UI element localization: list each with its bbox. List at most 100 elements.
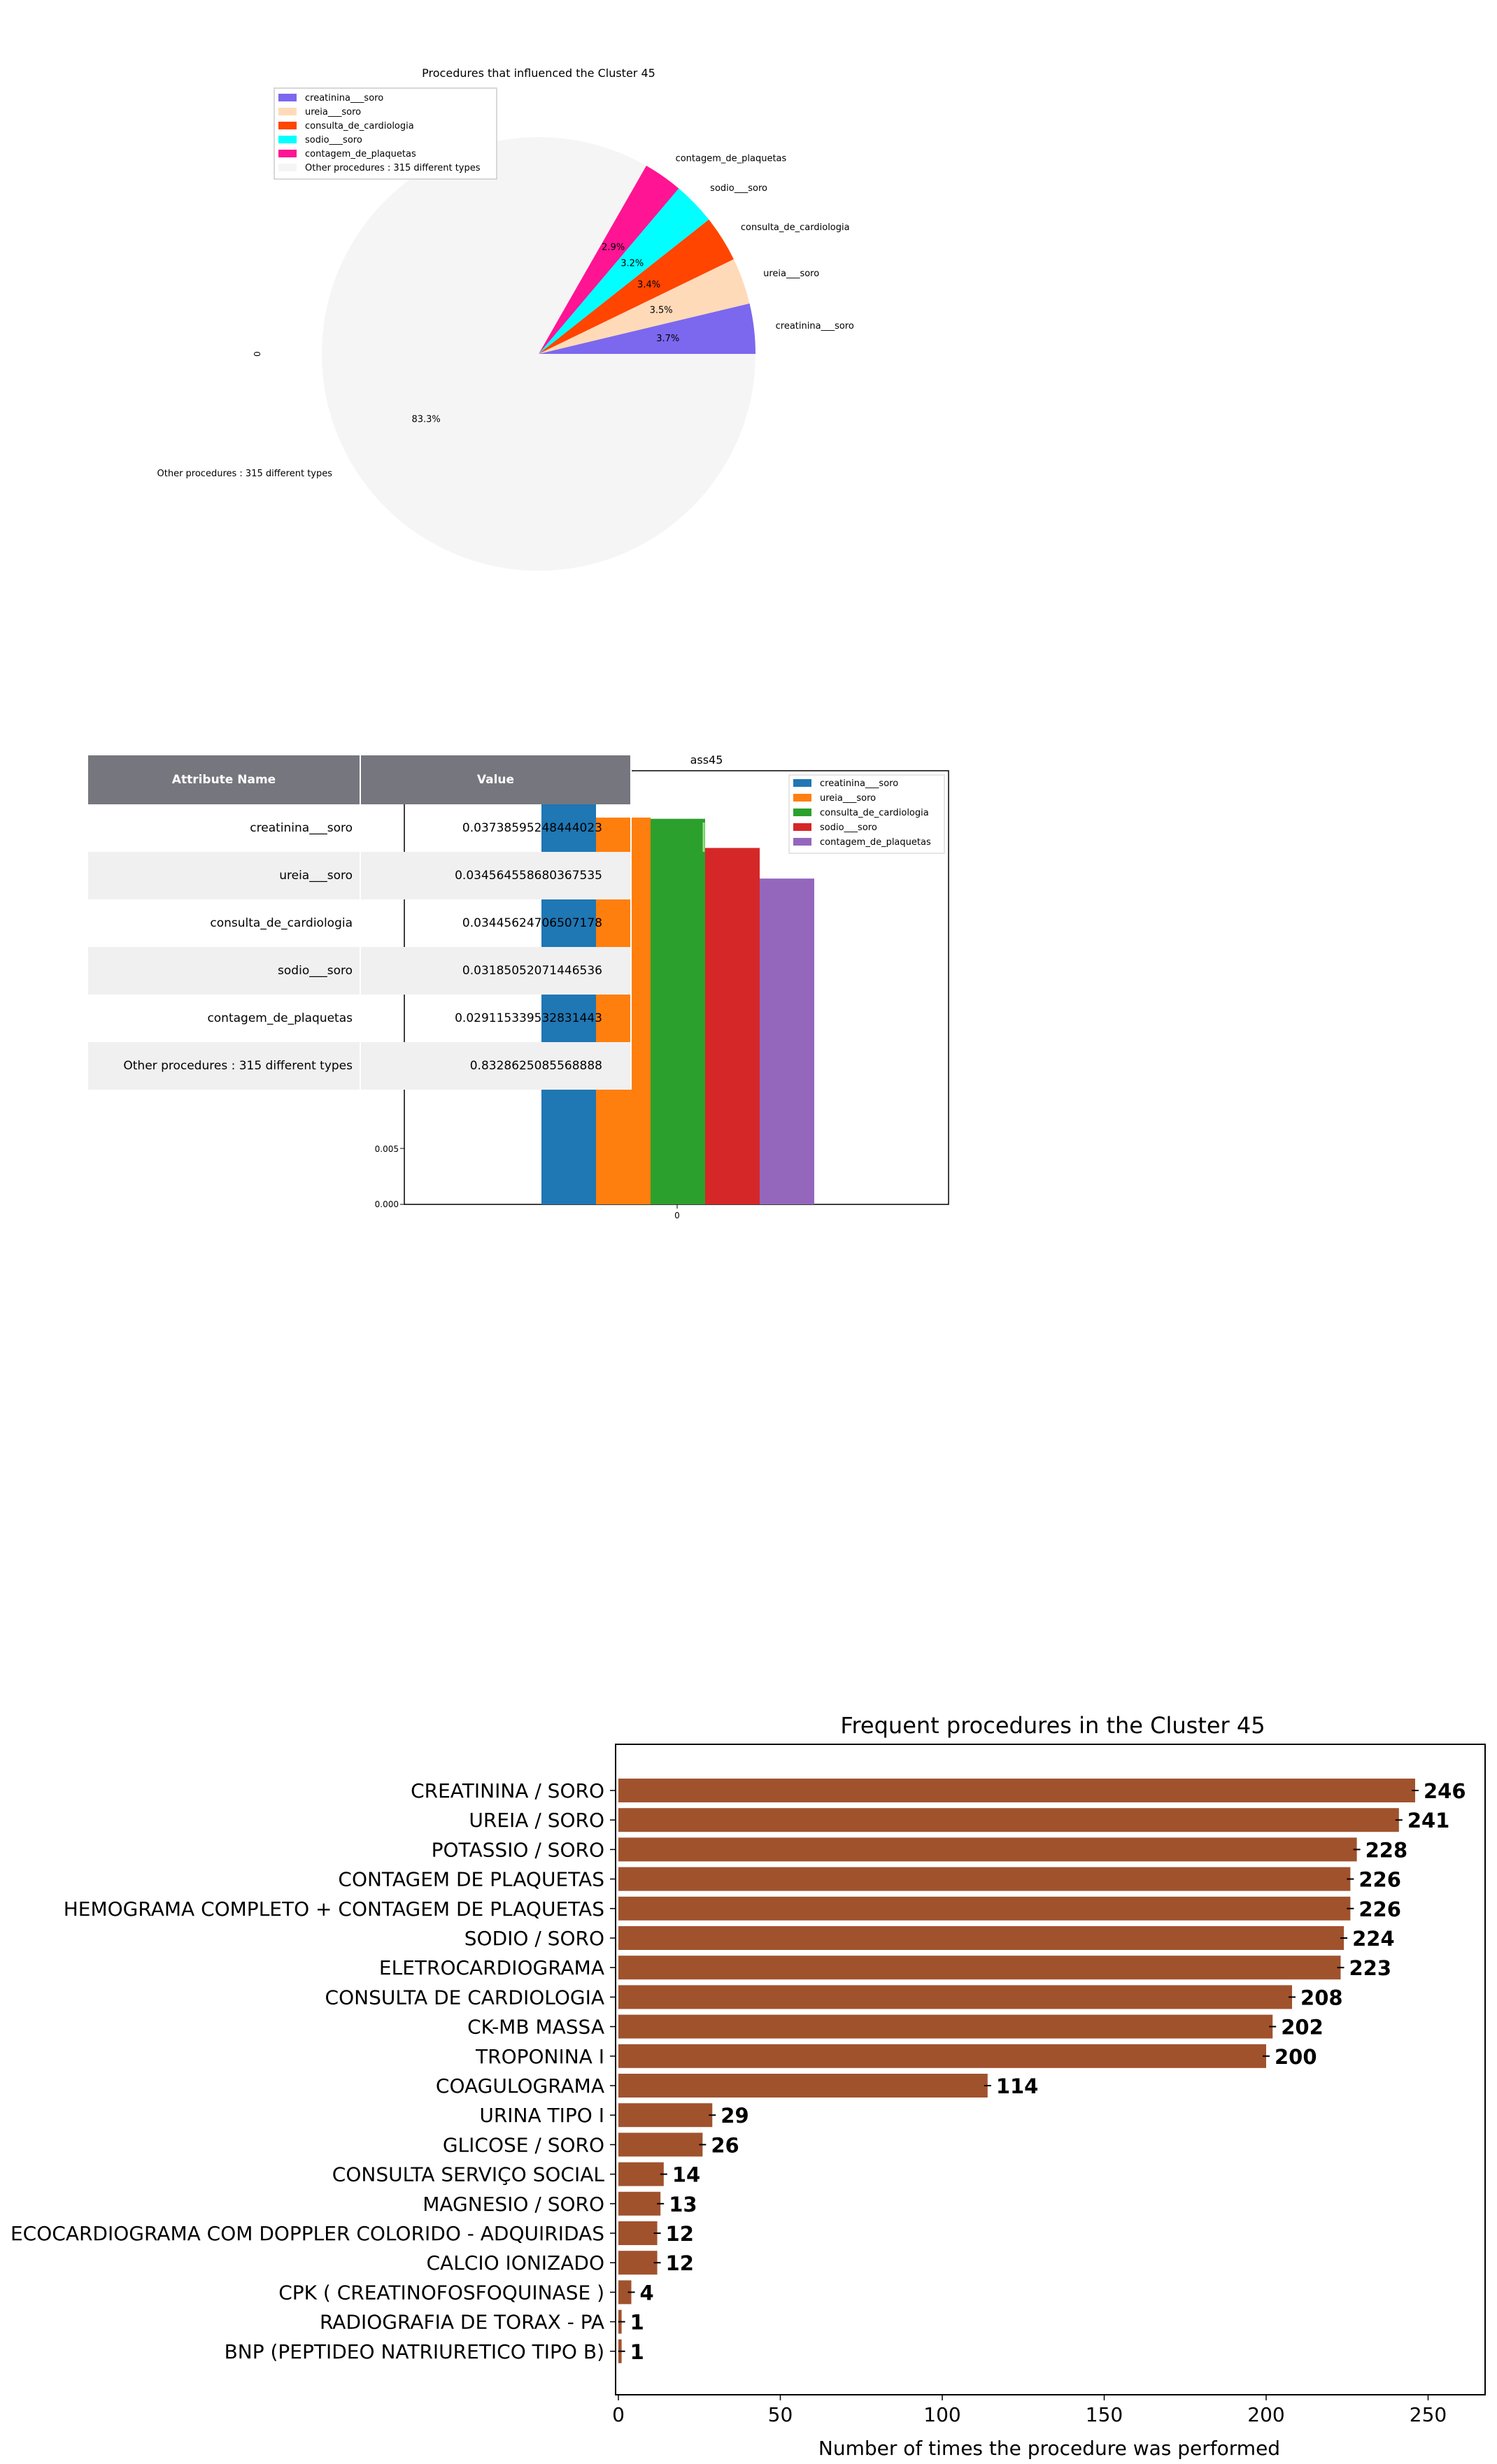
hbar-x-tick-label: 150 bbox=[1086, 2403, 1123, 2426]
hbar-title: Frequent procedures in the Cluster 45 bbox=[840, 1712, 1265, 1739]
small-legend-box bbox=[788, 774, 945, 854]
pie-chart: Procedures that influenced the Cluster 4… bbox=[157, 66, 854, 571]
pie-slices bbox=[322, 137, 755, 571]
table-cell-value: 0.029115339532831443 bbox=[360, 995, 632, 1042]
hbar-value-label: 1 bbox=[630, 2311, 644, 2335]
table-header-value: Value bbox=[360, 755, 632, 804]
table-row: ureia___soro 0.034564558680367535 bbox=[88, 852, 632, 899]
hbar-category-label: CONTAGEM DE PLAQUETAS bbox=[338, 1868, 604, 1891]
hbar-bar bbox=[618, 2280, 632, 2305]
table-row: sodio___soro 0.03185052071446536 bbox=[88, 947, 632, 995]
small-bar-legend: creatinina___soro ureia___soro consulta_de… bbox=[788, 774, 945, 854]
small-legend-swatch bbox=[793, 823, 811, 831]
small-legend-swatch bbox=[793, 809, 811, 816]
hbar-category-label: BNP (PEPTIDEO NATRIURETICO TIPO B) bbox=[225, 2340, 604, 2363]
table-row: creatinina___soro 0.03738595248444023 bbox=[88, 804, 632, 852]
table-cell-value: 0.03738595248444023 bbox=[360, 804, 632, 852]
table-cell-name: consulta_de_cardiologia bbox=[88, 899, 361, 947]
pie-percent-label: 83.3% bbox=[411, 414, 440, 425]
hbar-category-label: RADIOGRAFIA DE TORAX - PA bbox=[320, 2311, 604, 2334]
pie-category-label: ureia___soro bbox=[763, 269, 819, 279]
hbar-value-label: 4 bbox=[640, 2281, 654, 2305]
hbar-value-label: 13 bbox=[669, 2193, 697, 2216]
hbar-bar bbox=[618, 2044, 1266, 2068]
hbar-bar bbox=[618, 2162, 664, 2186]
hbar-value-label: 1 bbox=[630, 2340, 644, 2364]
hbar-bar bbox=[618, 1837, 1357, 1862]
hbar-bar bbox=[618, 2074, 988, 2098]
pie-title: Procedures that influenced the Cluster 4… bbox=[422, 66, 655, 80]
hbar-x-tick-label: 50 bbox=[768, 2403, 793, 2426]
hbar-bar bbox=[618, 1926, 1345, 1950]
small-x-tick-0: 0 bbox=[674, 1211, 680, 1220]
small-bar bbox=[705, 848, 760, 1204]
hbar-value-label: 26 bbox=[711, 2133, 739, 2157]
pie-category-label: Other procedures : 315 different types bbox=[157, 469, 333, 479]
table-cell-value: 0.03185052071446536 bbox=[360, 947, 632, 995]
hbar-x-tick-label: 250 bbox=[1410, 2403, 1447, 2426]
hbar-category-label: CALCIO IONIZADO bbox=[427, 2251, 605, 2274]
hbar-bar bbox=[618, 1779, 1415, 1802]
table-cell-name: contagem_de_plaquetas bbox=[88, 995, 361, 1042]
pie-category-label: consulta_de_cardiologia bbox=[741, 222, 850, 233]
hbar-category-label: HEMOGRAMA COMPLETO + CONTAGEM DE PLAQUET… bbox=[64, 1897, 604, 1921]
hbar-bar bbox=[618, 1956, 1341, 1980]
hbar-category-label: CONSULTA SERVIÇO SOCIAL bbox=[332, 2163, 605, 2186]
pie-category-label: contagem_de_plaquetas bbox=[676, 154, 787, 164]
hbar-xlabel: Number of times the procedure was perfor… bbox=[818, 2437, 1280, 2460]
hbar-value-label: 114 bbox=[996, 2074, 1039, 2098]
pie-side-label: 0 bbox=[253, 351, 262, 357]
pie-legend-label: creatinina___soro bbox=[305, 93, 383, 104]
pie-percent-label: 3.7% bbox=[656, 334, 679, 344]
hbar-value-label: 223 bbox=[1349, 1956, 1391, 1980]
hbar-x-tick-label: 200 bbox=[1247, 2403, 1284, 2426]
hbar-category-label: COAGULOGRAMA bbox=[436, 2074, 604, 2098]
small-bar bbox=[760, 878, 814, 1204]
pie-slice bbox=[539, 259, 750, 354]
hbar-value-label: 228 bbox=[1365, 1838, 1408, 1862]
pie-slice bbox=[539, 219, 734, 354]
small-legend-label: sodio___soro bbox=[820, 822, 877, 833]
hbar-category-label: CPK ( CREATINOFOSFOQUINASE ) bbox=[278, 2281, 604, 2304]
hbar-category-label: UREIA / SORO bbox=[469, 1809, 604, 1832]
hbar-category-label: POTASSIO / SORO bbox=[432, 1838, 604, 1861]
table-cell-name: sodio___soro bbox=[88, 947, 361, 995]
small-y-tick-0005: 0.005 bbox=[375, 1144, 399, 1154]
hbar-x-tick-label: 0 bbox=[612, 2403, 625, 2426]
hbar-category-label: CK-MB MASSA bbox=[467, 2016, 604, 2039]
hbar-category-label: SODIO / SORO bbox=[464, 1927, 604, 1950]
hbar-value-label: 202 bbox=[1281, 2016, 1324, 2039]
table-row: Other procedures : 315 different types 0… bbox=[88, 1042, 632, 1090]
hbar-value-label: 14 bbox=[672, 2163, 700, 2187]
hbar-bars: CREATININA / SORO 246 UREIA / SORO 241 POTAS… bbox=[10, 1779, 1466, 2364]
hbar-x-ticks: 0 50 100 150 200 250 bbox=[612, 2395, 1447, 2426]
hbar-category-label: CREATININA / SORO bbox=[411, 1779, 604, 1802]
hbar-value-label: 12 bbox=[666, 2222, 694, 2246]
hbar-value-label: 241 bbox=[1407, 1809, 1450, 1832]
table-cell-name: ureia___soro bbox=[88, 852, 361, 899]
pie-legend-swatch bbox=[278, 122, 297, 129]
hbar-value-label: 12 bbox=[666, 2251, 694, 2275]
small-legend-label: ureia___soro bbox=[820, 793, 876, 804]
pie-percent-label: 2.9% bbox=[602, 243, 625, 253]
table-row: consulta_de_cardiologia 0.03445624706507… bbox=[88, 899, 632, 947]
pie-legend-swatch bbox=[278, 94, 297, 101]
table-cell-value: 0.034564558680367535 bbox=[360, 852, 632, 899]
hbar-bar bbox=[618, 1867, 1351, 1891]
small-legend-swatch bbox=[793, 779, 811, 787]
pie-legend-label: Other procedures : 315 different types bbox=[305, 163, 481, 173]
hbar-value-label: 200 bbox=[1275, 2045, 1317, 2069]
hbar-value-label: 29 bbox=[721, 2104, 748, 2128]
hbar-category-label: MAGNESIO / SORO bbox=[423, 2193, 604, 2216]
pie-legend-swatch bbox=[278, 108, 297, 115]
small-y-tick-0000: 0.000 bbox=[375, 1199, 399, 1209]
hbar-bar bbox=[618, 2251, 658, 2275]
pie-legend-swatch bbox=[278, 164, 297, 171]
pie-slice bbox=[539, 188, 709, 354]
pie-legend-label: consulta_de_cardiologia bbox=[305, 121, 414, 131]
hbar-value-label: 224 bbox=[1352, 1927, 1395, 1951]
pie-legend-swatch bbox=[278, 150, 297, 157]
hbar-category-label: ELETROCARDIOGRAMA bbox=[379, 1956, 604, 1979]
pie-legend: creatinina___soro ureia___soro consulta_de… bbox=[274, 87, 497, 180]
pie-legend-label: contagem_de_plaquetas bbox=[305, 149, 416, 159]
